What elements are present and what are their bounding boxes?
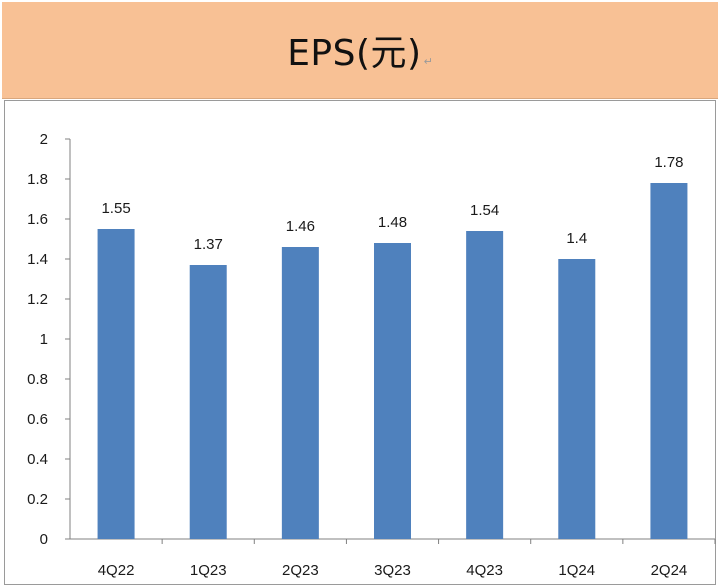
bar bbox=[466, 231, 504, 539]
bar bbox=[189, 265, 227, 539]
data-label: 1.4 bbox=[566, 230, 587, 247]
bar bbox=[558, 259, 596, 539]
bar bbox=[281, 247, 319, 539]
data-label: 1.48 bbox=[378, 214, 407, 231]
x-tick-label: 4Q23 bbox=[466, 562, 503, 579]
y-tick-label: 2 bbox=[40, 131, 48, 148]
x-tick-label: 1Q24 bbox=[558, 562, 595, 579]
y-tick-label: 0.6 bbox=[27, 411, 48, 428]
data-label: 1.54 bbox=[470, 202, 499, 219]
y-tick-label: 0.4 bbox=[27, 451, 48, 468]
bar bbox=[650, 183, 688, 539]
data-label: 1.78 bbox=[654, 154, 683, 171]
data-label: 1.46 bbox=[286, 218, 315, 235]
y-tick-label: 1.4 bbox=[27, 251, 48, 268]
bar bbox=[374, 243, 411, 539]
data-label: 1.37 bbox=[194, 236, 223, 253]
bar bbox=[97, 229, 135, 539]
y-tick-label: 1.8 bbox=[27, 171, 48, 188]
x-tick-label: 2Q24 bbox=[651, 562, 688, 579]
y-tick-label: 1.2 bbox=[27, 291, 48, 308]
data-label: 1.55 bbox=[101, 200, 130, 217]
y-tick-label: 1.6 bbox=[27, 211, 48, 228]
x-tick-label: 2Q23 bbox=[282, 562, 319, 579]
y-tick-label: 0.2 bbox=[27, 491, 48, 508]
chart-header: EPS(元) ↵ bbox=[2, 2, 718, 99]
x-tick-label: 4Q22 bbox=[98, 562, 135, 579]
x-tick-label: 3Q23 bbox=[374, 562, 411, 579]
y-tick-label: 0 bbox=[40, 531, 48, 548]
y-tick-label: 0.8 bbox=[27, 371, 48, 388]
x-tick-label: 1Q23 bbox=[190, 562, 227, 579]
y-tick-label: 1 bbox=[40, 331, 48, 348]
chart-title: EPS(元) bbox=[287, 33, 422, 74]
paragraph-return-icon: ↵ bbox=[423, 55, 433, 68]
